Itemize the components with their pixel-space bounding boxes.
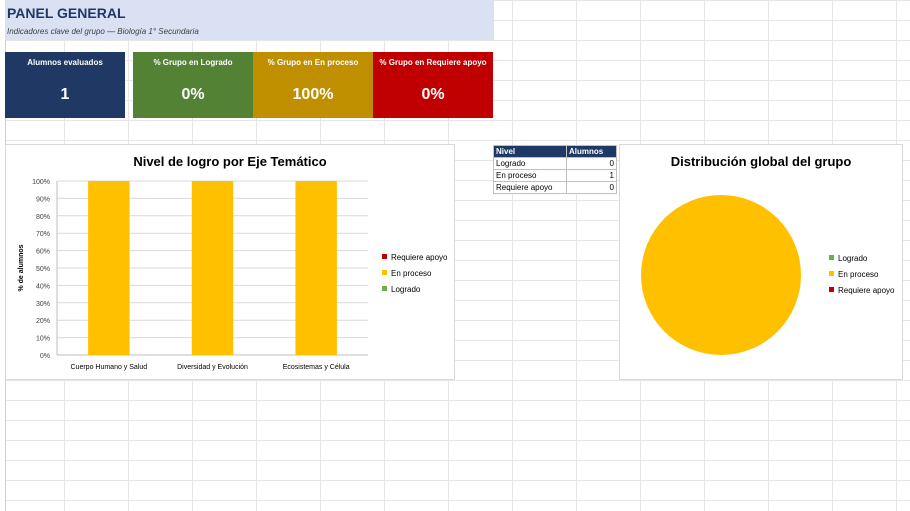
table-cell-level[interactable]: Requiere apoyo xyxy=(493,181,567,194)
bar-chart[interactable]: Nivel de logro por Eje Temático 0% 10% 20%… xyxy=(5,144,455,380)
legend-item-logrado: Logrado xyxy=(829,253,894,269)
kpi-label: % Grupo en En proceso xyxy=(267,58,359,67)
table-row[interactable]: Requiere apoyo 0 xyxy=(493,181,617,194)
legend-label: Logrado xyxy=(838,254,868,263)
page-title: PANEL GENERAL xyxy=(7,5,126,21)
y-tick-label: 70% xyxy=(36,231,50,238)
legend-label: En proceso xyxy=(838,270,879,279)
bar-en-proceso[interactable] xyxy=(191,181,234,355)
pie-chart-legend: Logrado En proceso Requiere apoyo xyxy=(829,253,894,301)
kpi-value: 100% xyxy=(292,86,334,103)
page-subtitle: Indicadores clave del grupo — Biología 1… xyxy=(7,27,199,36)
table-row[interactable]: Logrado 0 xyxy=(493,157,617,170)
legend-label: En proceso xyxy=(391,269,432,278)
bar-chart-legend: Requiere apoyo En proceso Logrado xyxy=(382,252,447,300)
pie-chart-title: Distribución global del grupo xyxy=(670,154,852,169)
x-tick-label: Ecosistemas y Célula xyxy=(283,364,350,371)
pie-chart-plot xyxy=(641,195,801,355)
y-tick-label: 0% xyxy=(40,353,50,360)
y-tick-label: 20% xyxy=(36,318,50,325)
legend-swatch xyxy=(829,271,834,277)
y-tick-label: 60% xyxy=(36,249,50,256)
x-tick-label: Diversidad y Evolución xyxy=(177,364,248,371)
pie-slice-en-proceso[interactable] xyxy=(641,195,801,355)
y-tick-label: 10% xyxy=(36,336,50,343)
legend-item-en-proceso: En proceso xyxy=(829,269,894,285)
y-tick-label: 50% xyxy=(36,266,50,273)
legend-label: Requiere apoyo xyxy=(391,253,448,262)
y-tick-label: 80% xyxy=(36,214,50,221)
table-cell-level[interactable]: En proceso xyxy=(493,169,567,182)
y-tick-label: 30% xyxy=(36,301,50,308)
legend-swatch xyxy=(829,255,834,261)
kpi-requiere-apoyo[interactable]: % Grupo en Requiere apoyo 0% xyxy=(373,52,493,118)
kpi-label: % Grupo en Requiere apoyo xyxy=(379,58,487,67)
kpi-logrado[interactable]: % Grupo en Logrado 0% xyxy=(133,52,253,118)
legend-swatch xyxy=(382,286,387,292)
kpi-label: Alumnos evaluados xyxy=(27,58,103,67)
kpi-value: 0% xyxy=(421,86,445,103)
legend-swatch xyxy=(382,254,387,260)
bar-chart-title: Nivel de logro por Eje Temático xyxy=(133,154,327,169)
pie-chart[interactable]: Distribución global del grupo Logrado En… xyxy=(619,144,903,380)
legend-item-requiere-apoyo: Requiere apoyo xyxy=(382,252,447,268)
y-tick-label: 40% xyxy=(36,283,50,290)
table-header-nivel: Nivel xyxy=(493,145,567,158)
table-cell-count[interactable]: 1 xyxy=(566,169,617,182)
table-cell-count[interactable]: 0 xyxy=(566,157,617,170)
kpi-alumnos-evaluados[interactable]: Alumnos evaluados 1 xyxy=(5,52,125,118)
legend-swatch xyxy=(829,287,834,293)
legend-swatch xyxy=(382,270,387,276)
legend-label: Logrado xyxy=(391,285,421,294)
kpi-label: % Grupo en Logrado xyxy=(153,58,233,67)
x-tick-label: Cuerpo Humano y Salud xyxy=(71,364,148,371)
y-axis-title: % de alumnos xyxy=(18,244,25,291)
table-cell-count[interactable]: 0 xyxy=(566,181,617,194)
bar-en-proceso[interactable] xyxy=(88,181,130,355)
panel-header: PANEL GENERAL Indicadores clave del grup… xyxy=(5,0,494,40)
legend-item-logrado: Logrado xyxy=(382,284,447,300)
table-header-alumnos: Alumnos xyxy=(566,145,617,158)
y-tick-label: 100% xyxy=(32,179,50,186)
bar-chart-plot: 0% 10% 20% 30% 40% 50% 60% 70% 80% 90% 100% Cuerpo … xyxy=(18,179,368,371)
kpi-en-proceso[interactable]: % Grupo en En proceso 100% xyxy=(253,52,373,118)
table-header-row: Nivel Alumnos xyxy=(493,145,617,158)
table-cell-level[interactable]: Logrado xyxy=(493,157,567,170)
kpi-value: 1 xyxy=(60,86,70,103)
table-row[interactable]: En proceso 1 xyxy=(493,169,617,182)
nivel-summary-table: Nivel Alumnos Logrado 0 En proceso 1 Req… xyxy=(493,145,617,194)
bar-en-proceso[interactable] xyxy=(295,181,337,355)
legend-item-en-proceso: En proceso xyxy=(382,268,447,284)
legend-label: Requiere apoyo xyxy=(838,286,895,295)
y-tick-label: 90% xyxy=(36,196,50,203)
legend-item-requiere-apoyo: Requiere apoyo xyxy=(829,285,894,301)
kpi-value: 0% xyxy=(181,86,205,103)
